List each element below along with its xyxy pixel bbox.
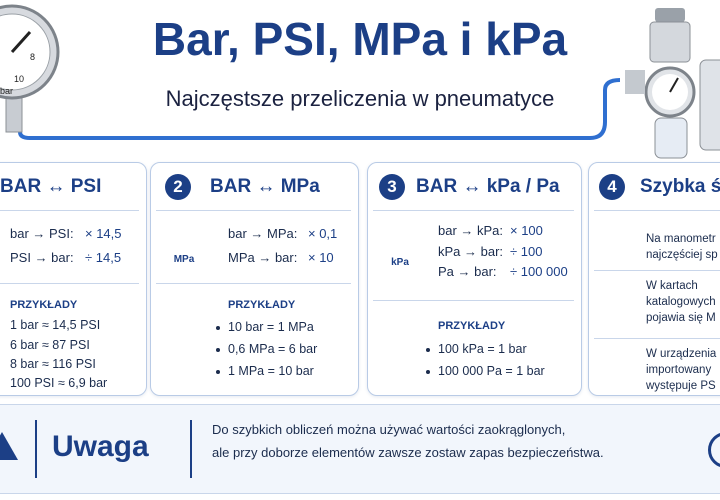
card-title: BAR ↔ MPa (210, 176, 320, 197)
bullet (216, 370, 220, 374)
separator (190, 420, 192, 478)
card-number: 3 (379, 174, 405, 200)
icon-label: kPa (391, 257, 409, 268)
notice-line: ale przy doborze elementów zawsze zostaw… (212, 445, 604, 460)
example: 10 bar = 1 MPa (228, 320, 314, 334)
subtitle: Najczęstsze przeliczenia w pneumatyce (165, 86, 555, 111)
example: 0,6 MPa = 6 bar (228, 342, 318, 356)
rule-label: MPa → bar: (228, 250, 298, 265)
divider (594, 270, 720, 271)
card (367, 162, 582, 396)
divider (0, 283, 139, 284)
rule-label: bar → kPa: (438, 223, 504, 238)
card-title: Szybka ś (640, 176, 720, 197)
tip-line: importowany (646, 364, 712, 376)
icon-label: MPa (173, 254, 195, 265)
divider (594, 338, 720, 339)
notice-title: Uwaga (52, 430, 149, 463)
warning-icon (0, 432, 18, 460)
rule-value: ÷ 100 000 (510, 264, 568, 279)
gauge-face (0, 13, 51, 91)
notice-box (0, 404, 720, 494)
rule-value: × 100 (510, 223, 543, 238)
divider (594, 210, 720, 211)
card-number: 4 (599, 174, 625, 200)
rule-value: × 10 (308, 250, 334, 265)
gauge-needle (10, 30, 32, 54)
tip-line: W urządzenia (646, 348, 717, 360)
example: 100 PSI ≈ 6,9 bar (10, 376, 108, 390)
tip-line: katalogowych (646, 296, 716, 308)
divider (373, 210, 574, 211)
tip-line: W kartach (646, 280, 698, 292)
gauge-label: bar (0, 86, 14, 96)
example: 100 000 Pa = 1 bar (438, 364, 545, 378)
tip-line: Na manometr (646, 233, 716, 245)
rule-value: × 14,5 (85, 226, 122, 241)
rule-value: ÷ 100 (510, 244, 543, 259)
tip-line: pojawia się M (646, 312, 716, 324)
example: 1 bar ≈ 14,5 PSI (10, 318, 101, 332)
example: 100 kPa = 1 bar (438, 342, 527, 356)
gauge-label: 8 (30, 52, 36, 62)
example: 8 bar ≈ 116 PSI (10, 357, 96, 371)
title: Bar, PSI, MPa i kPa (152, 13, 568, 65)
example: 1 MPa = 10 bar (228, 364, 314, 378)
rule-label: kPa → bar: (438, 244, 504, 259)
examples-label: PRZYKŁADY (228, 299, 296, 311)
separator (35, 420, 37, 478)
rule-label: Pa → bar: (438, 264, 497, 279)
tip-line: najczęściej sp (646, 249, 718, 261)
rule-label: bar → PSI: (10, 226, 74, 241)
bullet (426, 348, 430, 352)
example: 6 bar ≈ 87 PSI (10, 338, 90, 352)
rule-label: PSI → bar: (10, 250, 74, 265)
regulator (625, 8, 720, 159)
card (150, 162, 359, 396)
card-title: BAR ↔ PSI (0, 176, 102, 197)
rule-value: ÷ 14,5 (85, 250, 122, 265)
examples-label: PRZYKŁADY (10, 299, 78, 311)
card (588, 162, 720, 396)
card-number: 2 (165, 174, 191, 200)
examples-label: PRZYKŁADY (438, 320, 506, 332)
pipe (18, 78, 621, 140)
divider (373, 300, 574, 301)
notice-line: Do szybkich obliczeń można używać wartoś… (212, 422, 566, 437)
bullet (216, 348, 220, 352)
bullet (426, 370, 430, 374)
divider (156, 283, 351, 284)
rule-label: bar → MPa: (228, 226, 298, 241)
gauge-label: 10 (14, 74, 25, 84)
rule-value: × 0,1 (308, 226, 338, 241)
card-title: BAR ↔ kPa / Pa (416, 176, 560, 197)
card (0, 162, 147, 396)
divider (0, 210, 139, 211)
divider (156, 210, 351, 211)
tip-line: występuje PS (646, 380, 716, 392)
bullet (216, 326, 220, 330)
